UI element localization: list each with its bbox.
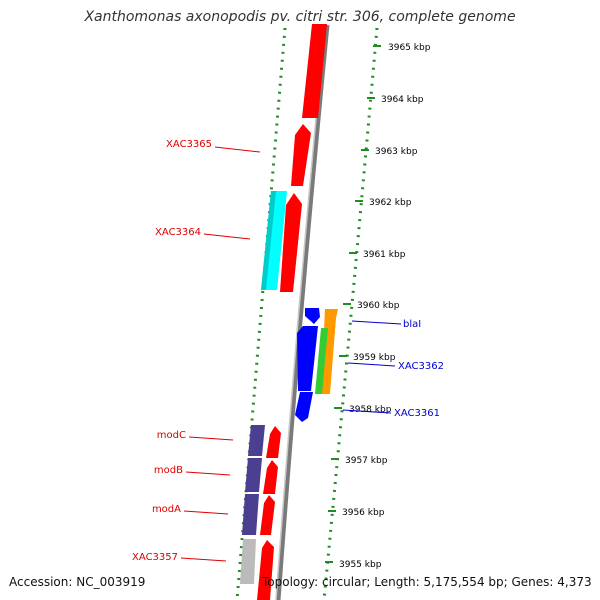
leader-modc — [188, 436, 234, 441]
gene-grey-xac3357[interactable] — [240, 539, 256, 584]
gene-purple-modc[interactable] — [248, 425, 265, 456]
scale-3957: 3957 kbp — [331, 456, 388, 466]
gene-forward[interactable] — [291, 124, 311, 186]
gene-forward[interactable] — [302, 24, 327, 118]
scale-label: 3956 kbp — [342, 508, 385, 518]
leader-moda — [183, 510, 229, 515]
map-title: Xanthomonas axonopodis pv. citri str. 30… — [84, 9, 516, 25]
scale-label: 3965 kbp — [388, 43, 431, 53]
scale-label: 3964 kbp — [381, 95, 424, 105]
leader-xac3364 — [203, 233, 251, 240]
scale-label: 3955 kbp — [339, 560, 382, 570]
gene-green[interactable] — [315, 328, 328, 394]
gene-forward-modb[interactable] — [263, 460, 278, 494]
gene-forward-xac3364[interactable] — [280, 193, 302, 292]
scale-label: 3957 kbp — [345, 456, 388, 466]
gene-label-xac3357[interactable]: XAC3357 — [132, 552, 178, 563]
scale-label: 3961 kbp — [363, 250, 406, 260]
leader-xac3365 — [214, 146, 261, 153]
gene-purple-modb[interactable] — [245, 458, 262, 492]
scale-label: 3960 kbp — [357, 301, 400, 311]
gene-forward-modc[interactable] — [266, 426, 281, 458]
gene-label-modc[interactable]: modC — [157, 430, 186, 441]
leader-xac3357 — [180, 557, 227, 562]
gene-label-xac3364[interactable]: XAC3364 — [155, 227, 201, 238]
genome-summary-text: Topology: circular; Length: 5,175,554 bp… — [262, 575, 592, 589]
gene-purple-moda[interactable] — [242, 494, 259, 535]
accession-text: Accession: NC_003919 — [9, 575, 146, 589]
genome-backbone — [275, 24, 330, 600]
scale-3956: 3956 kbp — [328, 508, 385, 518]
gene-forward-xac3357[interactable] — [257, 540, 274, 600]
gene-label-moda[interactable]: modA — [152, 504, 181, 515]
gene-forward-moda[interactable] — [260, 495, 275, 535]
range-boundary-right — [322, 27, 379, 600]
gene-label-modb[interactable]: modB — [154, 465, 183, 476]
gene-label-xac3361[interactable]: XAC3361 — [394, 408, 440, 419]
scale-3961: 3961 kbp — [349, 250, 406, 260]
leader-xac3362 — [347, 362, 396, 367]
gene-cyan-shade — [261, 191, 276, 290]
scale-label: 3958 kbp — [349, 405, 392, 415]
scale-3964: 3964 kbp — [367, 95, 424, 105]
scale-label: 3962 kbp — [369, 198, 412, 208]
gene-label-blai[interactable]: blaI — [403, 319, 421, 330]
leader-xac3361 — [342, 409, 392, 414]
scale-3963: 3963 kbp — [361, 147, 418, 157]
scale-label: 3963 kbp — [375, 147, 418, 157]
scale-3955: 3955 kbp — [325, 560, 382, 570]
scale-label: 3959 kbp — [353, 353, 396, 363]
gene-reverse-xac3361[interactable] — [295, 392, 313, 422]
scale-3960: 3960 kbp — [343, 301, 400, 311]
scale-3958: 3958 kbp — [334, 405, 392, 415]
gene-reverse-xac3362[interactable] — [297, 326, 318, 391]
gene-label-xac3365[interactable]: XAC3365 — [166, 139, 212, 150]
gene-label-xac3362[interactable]: XAC3362 — [398, 361, 444, 372]
scale-3959: 3959 kbp — [339, 353, 396, 363]
gene-reverse[interactable] — [305, 308, 320, 324]
leader-modb — [185, 471, 231, 476]
scale-3965: 3965 kbp — [373, 43, 431, 53]
scale-3962: 3962 kbp — [355, 198, 412, 208]
leader-blai — [351, 320, 402, 325]
